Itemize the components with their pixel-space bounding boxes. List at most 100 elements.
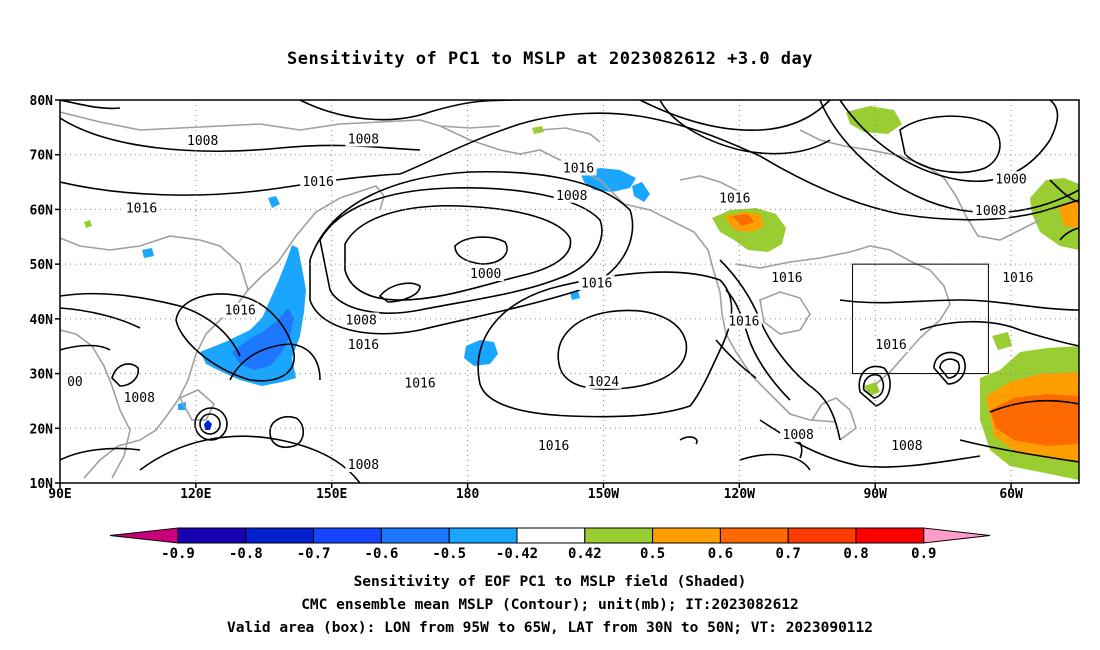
- lat-label: 70N: [30, 149, 54, 164]
- contour-label: 1008: [346, 313, 377, 328]
- colorbar-segment: [855, 527, 925, 544]
- lat-label: 30N: [30, 368, 54, 383]
- colorbar-segment: [313, 527, 382, 544]
- caption-contour: CMC ensemble mean MSLP (Contour); unit(m…: [301, 597, 799, 613]
- contour-label: 1000: [995, 172, 1026, 187]
- colorbar-segment: [177, 527, 247, 544]
- colorbar-label: -0.5: [432, 546, 466, 562]
- caption-shading: Sensitivity of EOF PC1 to MSLP field (Sh…: [353, 574, 747, 590]
- contour-label-bg: [184, 133, 221, 149]
- contour-label-bg: [768, 269, 805, 285]
- contour-label-bg: [343, 312, 380, 328]
- colorbar-label: 0.6: [708, 546, 733, 562]
- shade-small-green-4: [992, 332, 1012, 350]
- contour-label-bg: [222, 302, 259, 318]
- contour-label: 1016: [225, 304, 256, 319]
- colorbar-segment: [448, 527, 518, 544]
- contour-label-bg: [553, 187, 590, 203]
- contour-label: 1008: [124, 391, 155, 406]
- contour-label: 1016: [771, 271, 802, 286]
- contour-label: 1016: [581, 276, 612, 291]
- contour-label: 1016: [728, 315, 759, 330]
- contour-label-bg: [123, 200, 160, 216]
- contour-label-bg: [345, 456, 382, 472]
- lon-label: 90W: [863, 487, 887, 502]
- contour-label-bg: [888, 437, 925, 453]
- shade-small-blue-1: [268, 196, 280, 208]
- contour-label: 00: [67, 375, 83, 390]
- shade-hudson-green: [846, 106, 902, 134]
- map-frame: [59, 99, 1080, 484]
- contour-label-bg: [578, 275, 615, 291]
- contour-label-bg: [345, 131, 382, 147]
- lat-label: 50N: [30, 258, 54, 273]
- lon-label: 150W: [588, 487, 619, 502]
- contour-label-bg: [467, 265, 504, 281]
- shade-small-green-1: [532, 126, 544, 134]
- sensitivity-shading: [84, 106, 1079, 480]
- contour-label-bg: [402, 375, 439, 391]
- contour-label: 1016: [126, 201, 157, 216]
- contour-label-bg: [972, 203, 1009, 219]
- contour-label: 1016: [563, 161, 594, 176]
- shade-kamchatka-blue-2: [632, 182, 650, 202]
- colorbar-label: -0.7: [297, 546, 331, 562]
- contour-label: 1016: [348, 338, 379, 353]
- lon-label: 120W: [724, 487, 755, 502]
- shade-atlantic-dark-orange: [990, 394, 1079, 446]
- contour-label-bg: [300, 174, 337, 190]
- mslp-contours: [60, 100, 1079, 483]
- longitude-labels: 90E 120E 150E 180 150W 120W 90W 60W: [48, 487, 1023, 502]
- contour-label: 1016: [404, 376, 435, 391]
- contour-labels: 1008 1008 1016 1016 1016 1008 1016 1000 1008 1000…: [64, 131, 1036, 473]
- colorbar-label: 0.8: [843, 546, 868, 562]
- contour-label-bg: [560, 160, 597, 176]
- contour-label: 1016: [302, 175, 333, 190]
- contour-label-bg: [64, 373, 85, 389]
- lon-label: 90E: [48, 487, 71, 502]
- contour-label: 1016: [875, 338, 906, 353]
- contour-label: 1000: [470, 267, 501, 282]
- shade-small-blue-4: [142, 248, 154, 258]
- colorbar-label: -0.8: [229, 546, 263, 562]
- colorbar-segment: [380, 527, 450, 544]
- valid-area-box: [852, 263, 989, 375]
- contour-label-bg: [873, 337, 910, 353]
- contour-label-bg: [585, 373, 622, 389]
- contour-label-bg: [345, 337, 382, 353]
- axis-ticks: [55, 99, 1012, 488]
- colorbar-label: 0.9: [911, 546, 936, 562]
- colorbar-label: 0.42: [568, 546, 602, 562]
- colorbar-label: -0.42: [496, 546, 538, 562]
- lat-label: 20N: [30, 422, 54, 437]
- colorbar-segment: [787, 527, 857, 544]
- colorbar-segment: [584, 527, 654, 544]
- latitude-labels: 80N 70N 60N 50N 40N 30N 20N 10N: [30, 94, 54, 492]
- contour-label: 1008: [348, 132, 379, 147]
- colorbar-high-extend: [923, 527, 991, 544]
- contour-label: 1008: [556, 189, 587, 204]
- contour-label: 1016: [719, 191, 750, 206]
- lat-label: 60N: [30, 203, 54, 218]
- contour-label: 1016: [538, 439, 569, 454]
- contour-label-bg: [716, 190, 753, 206]
- shade-small-green-3: [864, 382, 880, 396]
- contour-label: 1008: [187, 134, 218, 149]
- colorbar-low-extend: [109, 527, 179, 544]
- shade-canada-dark-orange: [732, 214, 754, 226]
- contour-label-bg: [535, 437, 572, 453]
- shade-small-green-2: [84, 220, 92, 228]
- colorbar: -0.9 -0.8 -0.7 -0.6 -0.5 -0.42 0.42 0.5 0.6 0.7 0.…: [109, 527, 991, 562]
- lon-label: 180: [456, 487, 480, 502]
- lat-label: 40N: [30, 313, 54, 328]
- shade-japan-mid-blue: [232, 308, 294, 370]
- colorbar-segment: [516, 527, 586, 544]
- colorbar-label: -0.9: [161, 546, 195, 562]
- lon-label: 150E: [316, 487, 347, 502]
- colorbar-segment: [719, 527, 789, 544]
- shade-taiwan-dark-blue: [204, 420, 212, 430]
- colorbar-label: -0.6: [365, 546, 399, 562]
- chart-title: Sensitivity of PC1 to MSLP at 2023082612…: [286, 49, 813, 69]
- map-gridlines: [60, 100, 1079, 483]
